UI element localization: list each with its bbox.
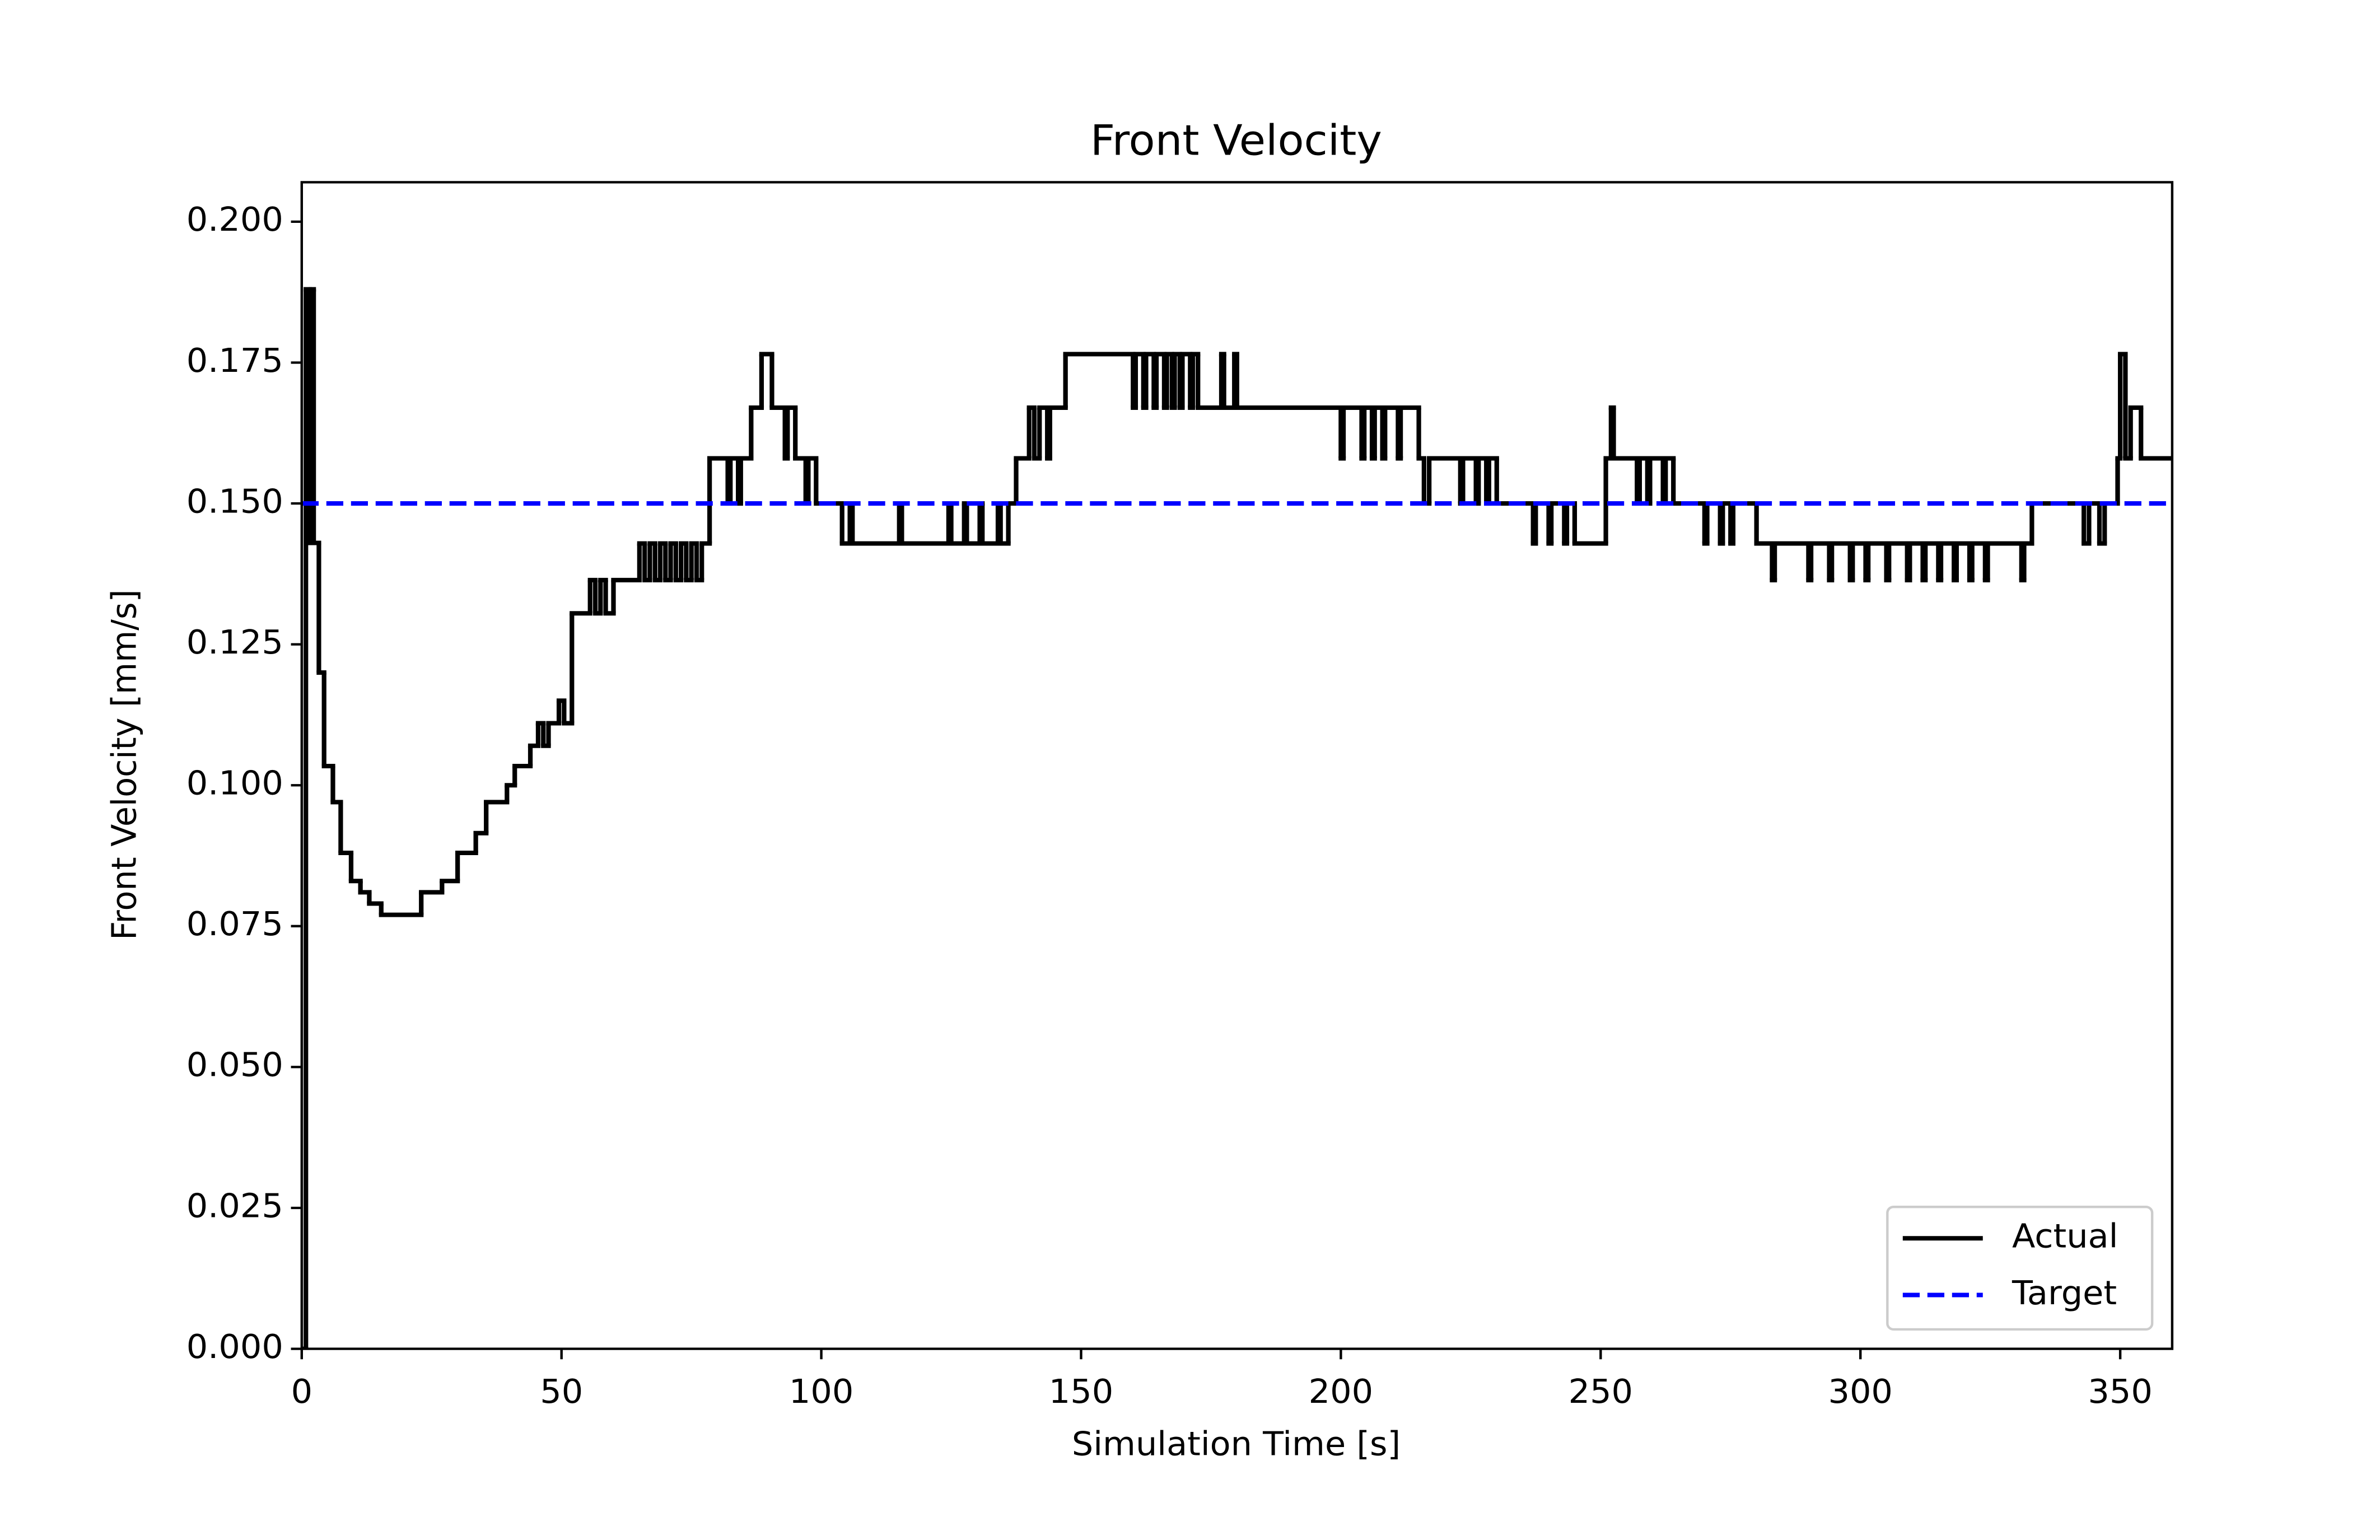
x-tick-label: 150 (1049, 1373, 1113, 1411)
x-tick-label: 0 (291, 1373, 312, 1411)
y-axis-label: Front Velocity [mm/s] (105, 590, 144, 940)
x-tick-label: 100 (789, 1373, 853, 1411)
y-tick-label: 0.050 (186, 1047, 283, 1085)
plot-area (301, 287, 2172, 1349)
y-tick-label: 0.075 (186, 906, 283, 944)
x-tick-label: 200 (1309, 1373, 1373, 1411)
y-tick-label: 0.200 (186, 201, 283, 239)
legend-label: Actual (2012, 1217, 2118, 1256)
y-tick-label: 0.100 (186, 764, 283, 802)
x-tick-label: 250 (1569, 1373, 1633, 1411)
legend-label: Target (2012, 1275, 2117, 1313)
x-tick-label: 350 (2088, 1373, 2152, 1411)
y-tick-label: 0.175 (186, 342, 283, 380)
x-axis-label: Simulation Time [s] (1072, 1425, 1401, 1463)
x-tick-label: 300 (1828, 1373, 1892, 1411)
y-tick-label: 0.000 (186, 1328, 283, 1366)
chart-title: Front Velocity (1090, 116, 1382, 165)
y-tick-label: 0.025 (186, 1187, 283, 1225)
plot-frame (300, 181, 2174, 1350)
y-tick-label: 0.125 (186, 624, 283, 662)
x-tick-label: 50 (540, 1373, 583, 1411)
y-tick-label: 0.150 (186, 483, 283, 521)
